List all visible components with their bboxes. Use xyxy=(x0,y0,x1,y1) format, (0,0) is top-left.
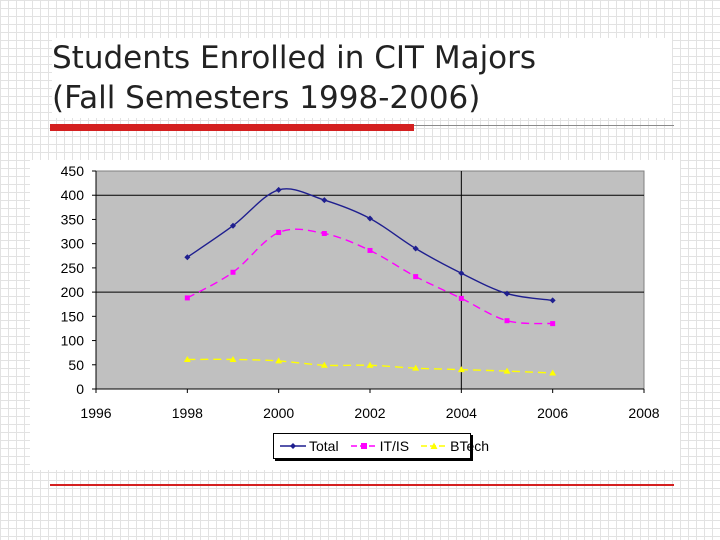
x-tick-label: 2004 xyxy=(446,405,477,421)
y-tick-label: 400 xyxy=(61,187,85,203)
data-point-total xyxy=(458,270,465,277)
slide-title-line-2: (Fall Semesters 1998-2006) xyxy=(52,80,481,116)
legend-item-itis: IT/IS xyxy=(350,438,416,454)
data-point-total xyxy=(504,290,510,297)
legend-item-total: Total xyxy=(280,438,345,454)
data-point-total xyxy=(275,186,282,193)
data-point-btech xyxy=(412,364,420,371)
legend-swatch-btech xyxy=(421,442,448,449)
slide-title-line-1: Students Enrolled in CIT Majors xyxy=(52,40,537,76)
data-point-total xyxy=(184,254,191,261)
x-tick-label: 2000 xyxy=(263,405,294,421)
data-point-btech xyxy=(457,366,465,373)
data-point-itis xyxy=(276,230,282,236)
y-tick-label: 0 xyxy=(76,381,84,397)
data-point-itis xyxy=(550,321,556,327)
x-tick-label: 2002 xyxy=(354,405,385,421)
legend-label-btech: BTech xyxy=(450,438,490,454)
enrollment-line-chart: 450 400 350 300 250 200 150 100 50 0 1996 1998 2000 2… xyxy=(61,163,660,421)
title-accent-bar xyxy=(50,124,414,131)
data-point-itis xyxy=(413,274,419,280)
data-point-itis xyxy=(458,295,464,301)
slide-title: Students Enrolled in CIT Majors (Fall Se… xyxy=(52,38,672,118)
y-tick-label: 200 xyxy=(61,284,85,300)
data-point-btech xyxy=(549,369,557,376)
plot-area xyxy=(95,170,645,390)
data-point-total xyxy=(367,215,373,222)
data-point-total xyxy=(321,197,328,204)
legend-swatch-total xyxy=(280,443,306,449)
data-point-itis xyxy=(321,230,327,236)
bottom-divider-line xyxy=(50,484,674,486)
data-point-itis xyxy=(504,318,510,324)
data-point-btech xyxy=(320,361,328,368)
y-tick-label: 450 xyxy=(61,163,85,179)
data-point-total xyxy=(412,245,419,252)
data-point-btech xyxy=(275,357,283,364)
x-tick-label: 2006 xyxy=(537,405,568,421)
chart-container: 450 400 350 300 250 200 150 100 50 0 1996 1998 2000 2… xyxy=(30,160,680,470)
data-point-btech xyxy=(183,355,191,362)
title-divider-line xyxy=(414,125,674,126)
chart-legend: Total IT/IS BTech xyxy=(273,433,489,459)
y-tick-label: 150 xyxy=(61,308,85,324)
y-tick-label: 300 xyxy=(61,236,85,252)
legend-label-itis: IT/IS xyxy=(379,438,410,454)
data-point-itis xyxy=(230,269,236,275)
y-tick-label: 250 xyxy=(61,260,85,276)
data-point-btech xyxy=(503,367,511,374)
data-point-btech xyxy=(366,361,374,368)
data-point-btech xyxy=(229,355,237,362)
data-point-total xyxy=(549,297,556,304)
x-tick-label: 2008 xyxy=(628,405,659,421)
data-point-itis xyxy=(184,295,190,301)
x-tick-label: 1998 xyxy=(172,405,203,421)
data-point-itis xyxy=(367,247,373,253)
data-point-total xyxy=(230,222,236,229)
x-tick-label: 1996 xyxy=(80,405,111,421)
y-tick-label: 350 xyxy=(61,211,85,227)
y-tick-label: 50 xyxy=(68,357,84,373)
legend-item-btech: BTech xyxy=(421,438,495,454)
legend-swatch-itis xyxy=(350,443,377,449)
legend-label-total: Total xyxy=(309,438,339,454)
y-tick-label: 100 xyxy=(61,333,85,349)
